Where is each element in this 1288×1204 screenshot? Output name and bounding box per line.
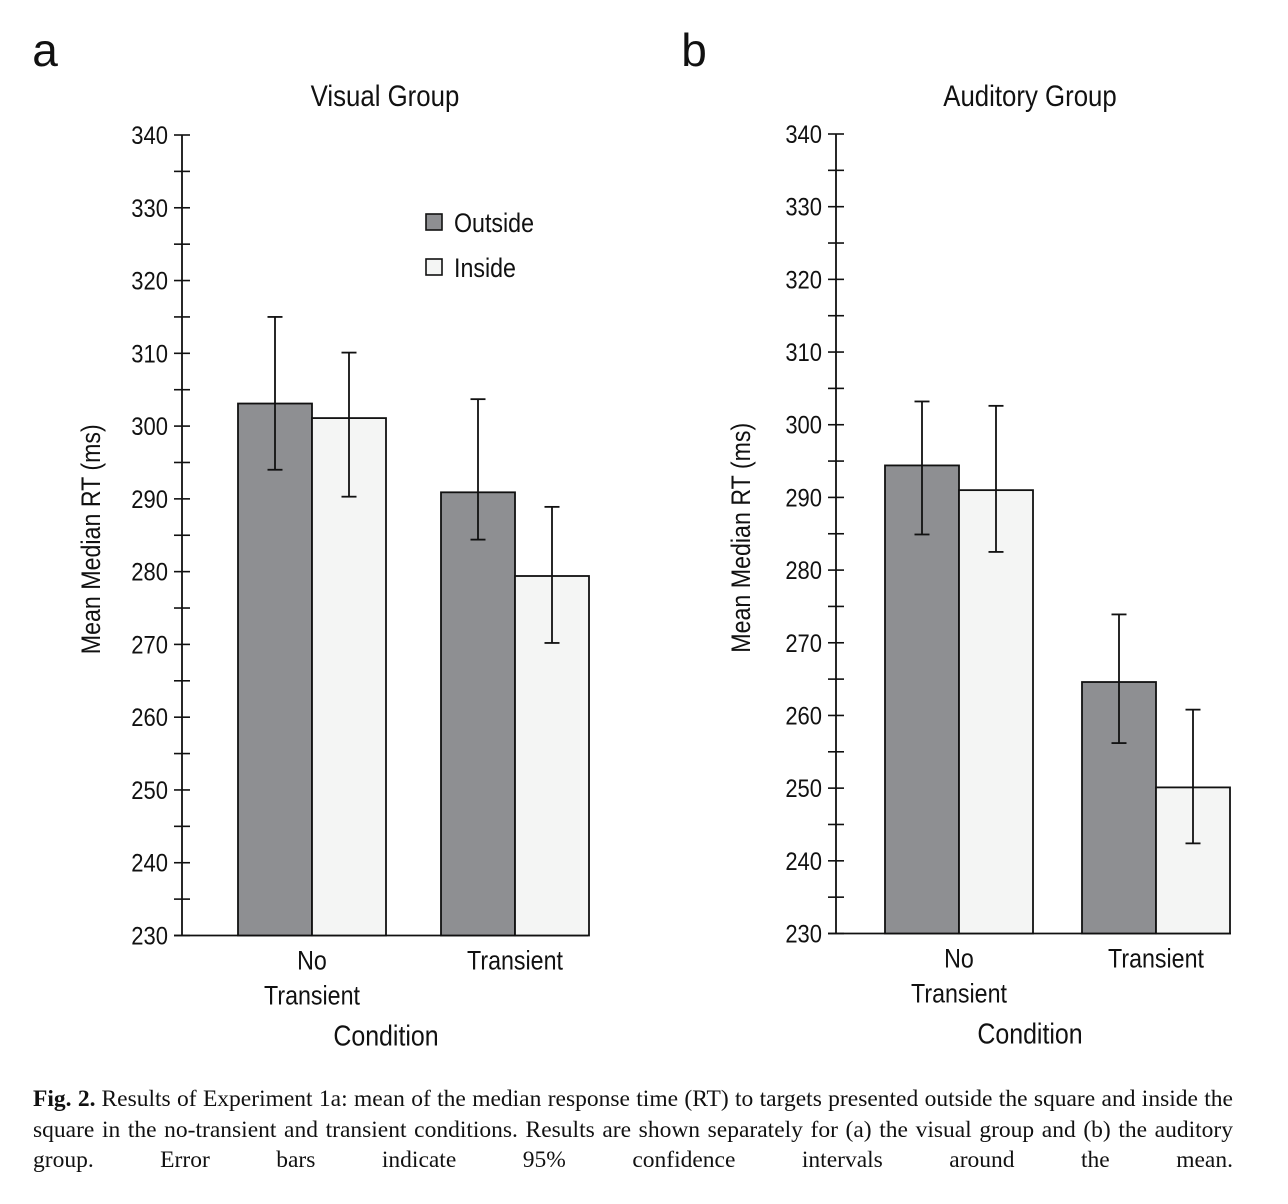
panel-label: a: [32, 24, 58, 76]
y-tick-label: 270: [131, 631, 168, 659]
y-tick-label: 330: [131, 194, 168, 222]
y-tick-label: 240: [131, 849, 168, 877]
chart-panel-a: a Visual Group 230 240 250 260 270 280 290 300 310…: [32, 24, 590, 1052]
y-tick-label: 230: [131, 922, 168, 950]
y-tick-label: 310: [785, 339, 822, 367]
bar-inside: [958, 489, 1034, 935]
figure-caption: Fig. 2. Results of Experiment 1a: mean of…: [33, 1084, 1233, 1176]
chart-title: Auditory Group: [943, 79, 1116, 112]
y-axis-label: Mean Median RT (ms): [726, 423, 756, 653]
y-tick-label: 280: [131, 558, 168, 586]
y-tick-label: 230: [785, 920, 822, 948]
bar-outside: [884, 464, 960, 935]
y-tick-label: 240: [785, 848, 822, 876]
x-tick-label: Transient: [264, 981, 360, 1011]
caption-label: Fig. 2.: [33, 1086, 96, 1112]
y-tick-label: 260: [785, 702, 822, 730]
y-tick-label: 270: [785, 629, 822, 657]
y-tick-label: 310: [131, 340, 168, 368]
x-axis-label: Condition: [977, 1018, 1082, 1050]
bar-outside: [440, 491, 516, 937]
y-tick-label: 250: [785, 775, 822, 803]
legend-swatch-inside: [425, 258, 443, 276]
legend-label-inside: Inside: [454, 253, 516, 283]
y-tick-label: 320: [131, 267, 168, 295]
bar-outside: [237, 402, 313, 937]
y-tick-label: 250: [131, 777, 168, 805]
y-tick-label: 260: [131, 704, 168, 732]
y-tick-label: 340: [131, 122, 168, 150]
x-tick-label: Transient: [467, 946, 563, 976]
y-tick-label: 290: [785, 484, 822, 512]
y-tick-label: 300: [785, 411, 822, 439]
x-tick-label: No: [944, 944, 974, 974]
figure-canvas: a Visual Group 230 240 250 260 270 280 290 300 310…: [32, 24, 1231, 1052]
legend-swatch-outside: [425, 213, 443, 231]
y-tick-label: 340: [785, 121, 822, 149]
y-tick-label: 330: [785, 193, 822, 221]
y-tick-label: 290: [131, 486, 168, 514]
y-axis-label: Mean Median RT (ms): [76, 424, 106, 654]
caption-text: Results of Experiment 1a: mean of the me…: [33, 1086, 1233, 1173]
chart-panel-b: b Auditory Group 230 240 250 260 270 280 290 300 3…: [681, 24, 1231, 1050]
chart-title: Visual Group: [311, 79, 460, 112]
panel-label: b: [681, 24, 707, 76]
x-tick-label: No: [297, 946, 327, 976]
x-tick-label: Transient: [911, 979, 1007, 1009]
y-tick-label: 320: [785, 266, 822, 294]
y-tick-label: 300: [131, 413, 168, 441]
x-tick-label: Transient: [1108, 944, 1204, 974]
y-tick-label: 280: [785, 557, 822, 585]
legend-label-outside: Outside: [454, 208, 534, 238]
x-axis-label: Condition: [333, 1020, 438, 1052]
